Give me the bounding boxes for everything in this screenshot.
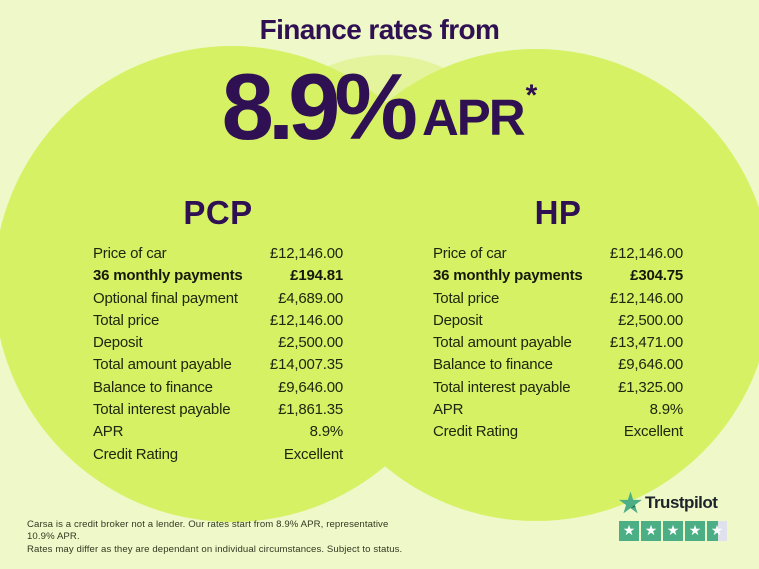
row-label: Optional final payment: [93, 289, 238, 307]
table-row: Total amount payable £14,007.35: [93, 356, 343, 378]
disclaimer-line-2: Rates may differ as they are dependant o…: [27, 543, 403, 555]
table-row: APR 8.9%: [433, 401, 683, 423]
hp-table: HP Price of car £12,146.00 36 monthly pay…: [433, 194, 683, 446]
legal-disclaimer: Carsa is a credit broker not a lender. O…: [27, 519, 417, 556]
row-label: Deposit: [433, 311, 483, 329]
row-value: £4,689.00: [278, 289, 343, 307]
trustpilot-logo-row: Trustpilot: [619, 491, 739, 514]
row-value: £12,146.00: [269, 311, 343, 329]
pcp-table: PCP Price of car £12,146.00 36 monthly pa…: [93, 194, 343, 468]
disclaimer-line-1: Carsa is a credit broker not a lender. O…: [27, 519, 389, 543]
row-label: Credit Rating: [433, 423, 518, 441]
trustpilot-wordmark: Trustpilot: [645, 492, 718, 512]
table-row: Deposit £2,500.00: [433, 312, 683, 334]
row-value: Excellent: [283, 445, 343, 463]
table-row: Credit Rating Excellent: [433, 423, 683, 445]
row-label: Total price: [433, 289, 500, 307]
table-row: APR 8.9%: [93, 423, 343, 445]
rate-value: 8.9%: [221, 54, 418, 159]
row-value: £9,646.00: [618, 356, 683, 374]
trustpilot-rating-stars: ★ ★ ★ ★ ★: [619, 521, 739, 541]
row-label: APR: [93, 423, 124, 441]
row-value: £1,325.00: [618, 378, 683, 396]
row-value: £194.81: [290, 267, 343, 285]
row-label: Balance to finance: [433, 356, 553, 374]
rating-star-box: ★: [685, 521, 705, 541]
hp-table-title: HP: [534, 194, 582, 231]
row-value: £12,146.00: [609, 245, 683, 262]
row-label: Price of car: [93, 245, 167, 262]
table-row: Total interest payable £1,325.00: [433, 379, 683, 401]
row-label: Deposit: [93, 334, 143, 352]
table-row: 36 monthly payments £194.81: [93, 267, 343, 289]
row-label: Total price: [93, 311, 160, 329]
rate-asterisk: *: [525, 79, 538, 112]
row-value: £14,007.35: [269, 356, 343, 374]
row-label: Price of car: [433, 245, 507, 262]
table-row: Optional final payment £4,689.00: [93, 290, 343, 312]
table-row: Total amount payable £13,471.00: [433, 334, 683, 356]
trustpilot-star-icon: [619, 491, 642, 514]
rating-star-box-half: ★: [707, 521, 727, 541]
rating-star-box: ★: [619, 521, 639, 541]
row-value: £12,146.00: [609, 289, 683, 307]
table-row: Deposit £2,500.00: [93, 334, 343, 356]
rating-star-box: ★: [663, 521, 683, 541]
row-label: Total amount payable: [433, 334, 572, 352]
row-label: Balance to finance: [93, 378, 213, 396]
table-row: Total price £12,146.00: [433, 290, 683, 312]
rate-unit: APR: [421, 89, 526, 146]
rating-star-box: ★: [641, 521, 661, 541]
row-label: Total interest payable: [93, 401, 231, 419]
row-label: APR: [433, 401, 464, 419]
table-row: Price of car £12,146.00: [433, 245, 683, 267]
table-row: Balance to finance £9,646.00: [93, 379, 343, 401]
headline-rate: 8.9% APR *: [0, 60, 759, 154]
table-row: Total interest payable £1,861.35: [93, 401, 343, 423]
row-label: 36 monthly payments: [433, 267, 583, 285]
row-value: £2,500.00: [278, 334, 343, 352]
row-label: Credit Rating: [93, 445, 178, 463]
background-circle-right: [300, 49, 759, 521]
row-label: 36 monthly payments: [93, 267, 243, 285]
row-value: £1,861.35: [278, 401, 343, 419]
table-row: Price of car £12,146.00: [93, 245, 343, 267]
row-value: £12,146.00: [269, 245, 343, 262]
table-row: Balance to finance £9,646.00: [433, 356, 683, 378]
trustpilot-badge[interactable]: Trustpilot ★ ★ ★ ★ ★: [619, 491, 739, 541]
table-row: Total price £12,146.00: [93, 312, 343, 334]
row-value: £9,646.00: [278, 378, 343, 396]
row-value: £2,500.00: [618, 311, 683, 329]
table-row: Credit Rating Excellent: [93, 446, 343, 468]
row-value: 8.9%: [309, 423, 344, 441]
table-row: 36 monthly payments £304.75: [433, 267, 683, 289]
banner-title: Finance rates from: [259, 14, 500, 45]
row-value: £13,471.00: [609, 334, 683, 352]
row-label: Total amount payable: [93, 356, 232, 374]
row-value: 8.9%: [649, 401, 684, 419]
row-label: Total interest payable: [433, 378, 571, 396]
pcp-table-title: PCP: [183, 194, 253, 231]
row-value: Excellent: [623, 423, 683, 441]
row-value: £304.75: [630, 267, 683, 285]
